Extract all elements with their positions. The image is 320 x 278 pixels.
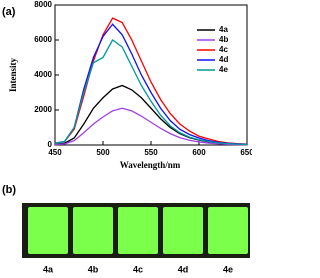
legend-label: 4a	[219, 25, 228, 34]
y-tick-label: 4000	[34, 70, 52, 79]
figure: (a) Wavelength/nm Intensity (b) 4a 4b 4c 4d…	[2, 0, 252, 274]
sample-label: 4c	[133, 264, 143, 274]
legend-label: 4c	[219, 45, 228, 54]
y-tick-label: 0	[48, 140, 53, 149]
sample-label: 4b	[88, 264, 99, 274]
y-tick-label: 2000	[34, 105, 52, 114]
x-tick-label: 650	[240, 148, 252, 157]
x-tick-label: 550	[144, 148, 158, 157]
sample-label: 4a	[43, 264, 54, 274]
sample-square	[163, 207, 203, 254]
sample-square	[118, 207, 158, 254]
sample-label: 4d	[178, 264, 189, 274]
y-tick-label: 6000	[34, 35, 52, 44]
x-tick-label: 600	[192, 148, 206, 157]
sample-label: 4e	[223, 264, 233, 274]
photo: 4a 4b 4c 4d 4e	[28, 207, 248, 274]
panel-label: (b)	[2, 184, 16, 196]
sample-square	[208, 207, 248, 254]
line-series	[54, 39, 248, 146]
y-axis-label: Intensity	[8, 58, 18, 93]
y-tick-label: 8000	[34, 0, 52, 9]
sample-square	[28, 207, 68, 254]
legend-label: 4b	[219, 35, 228, 44]
panel-label: (a)	[2, 6, 16, 18]
sample-square	[73, 207, 113, 254]
legend-label: 4e	[219, 65, 228, 74]
line-series	[54, 107, 248, 146]
legend-label: 4d	[219, 55, 228, 64]
x-axis-label: Wavelength/nm	[120, 160, 181, 170]
x-tick-label: 500	[96, 148, 110, 157]
x-tick-label: 450	[48, 148, 62, 157]
